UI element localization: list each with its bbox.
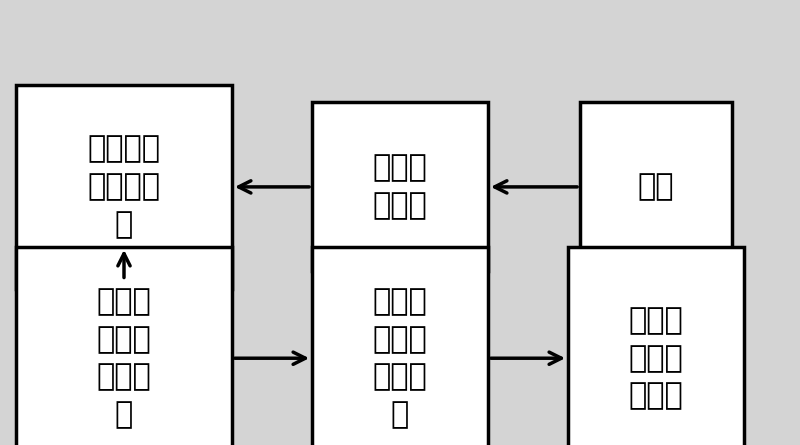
- Text: 板及其: 板及其: [97, 325, 151, 354]
- Text: 架: 架: [115, 400, 133, 429]
- Bar: [568, 247, 744, 445]
- Text: 旋转支: 旋转支: [97, 363, 151, 392]
- Text: 场衍射: 场衍射: [373, 325, 427, 354]
- Text: 样品台及: 样品台及: [87, 134, 161, 164]
- Text: 理单元: 理单元: [373, 191, 427, 220]
- Bar: [312, 102, 488, 271]
- Bar: [580, 102, 732, 271]
- Text: 强度图: 强度图: [373, 363, 427, 392]
- Text: 多针孔: 多针孔: [97, 287, 151, 316]
- Text: 光源: 光源: [638, 172, 674, 202]
- Bar: [16, 85, 232, 289]
- Text: 体: 体: [115, 210, 133, 239]
- Bar: [312, 247, 488, 445]
- Text: 记录远: 记录远: [373, 287, 427, 316]
- Text: 像处理: 像处理: [629, 344, 683, 373]
- Text: 被成像物: 被成像物: [87, 172, 161, 202]
- Text: 及重现: 及重现: [629, 381, 683, 411]
- Text: 像: 像: [391, 400, 409, 429]
- Text: 数字图: 数字图: [629, 306, 683, 335]
- Bar: [16, 247, 232, 445]
- Text: 光束处: 光束处: [373, 154, 427, 182]
